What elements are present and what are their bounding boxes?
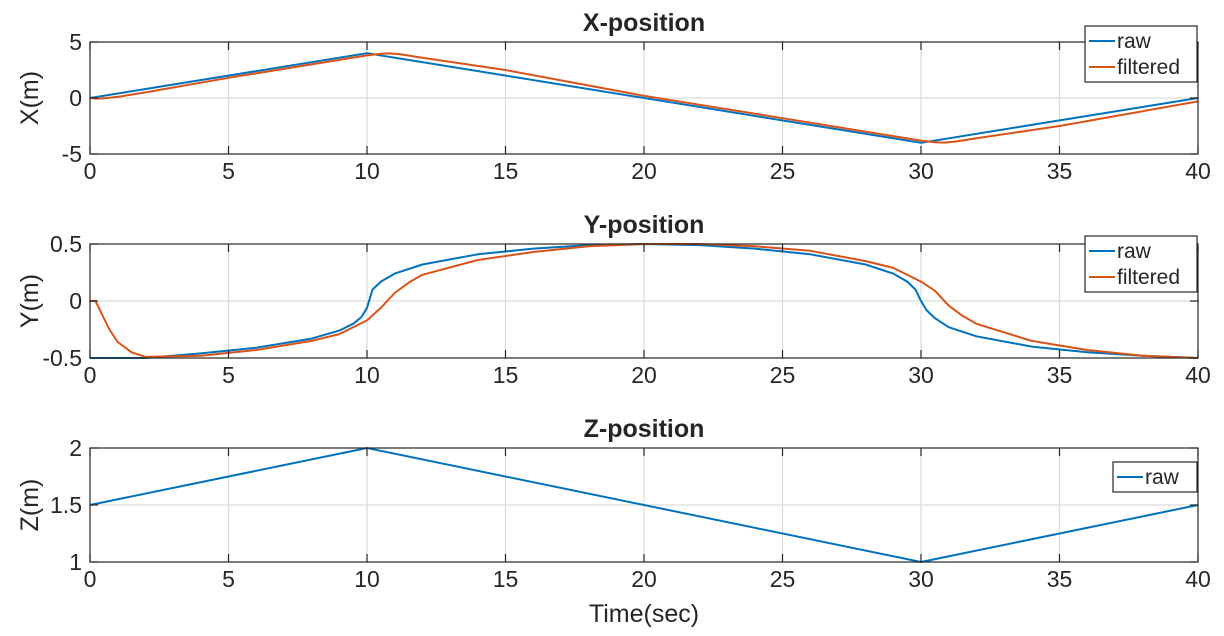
chart-title: X-position <box>583 9 705 37</box>
x-tick-label: 0 <box>84 362 97 388</box>
subplot-1: 0 5 10 15 20 25 30 35 40-505X-positionX(m)rawfil… <box>16 9 1211 184</box>
x-tick-label: 15 <box>493 362 519 388</box>
y-tick-label: -0.5 <box>42 345 82 371</box>
y-axis-label: Y(m) <box>16 274 44 328</box>
y-tick-label: 1.5 <box>50 492 82 518</box>
legend-label-filtered: filtered <box>1117 56 1180 79</box>
x-tick-label: 5 <box>222 158 235 184</box>
y-tick-label: 0 <box>69 288 82 314</box>
subplot-3: 0 5 10 15 20 25 30 35 40 1 1.5 2 Z-position Z(m) Time(… <box>16 415 1211 628</box>
x-tick-label: 30 <box>908 566 934 592</box>
y-tick-label: 5 <box>69 29 82 55</box>
x-tick-label: 5 <box>222 566 235 592</box>
chart-title: Z-position <box>584 415 705 443</box>
x-axis-label: Time(sec) <box>589 600 699 628</box>
legend-box <box>1084 25 1198 83</box>
x-tick-label: 30 <box>908 362 934 388</box>
x-tick-label: 20 <box>631 158 657 184</box>
x-tick-label: 25 <box>770 566 796 592</box>
x-tick-label: 0 <box>84 566 97 592</box>
x-tick-label: 5 <box>222 362 235 388</box>
y-axis-label: X(m) <box>16 71 44 125</box>
x-tick-label: 25 <box>770 158 796 184</box>
legend-label-raw: raw <box>1117 30 1152 53</box>
y-tick-label: -5 <box>62 141 82 167</box>
legend-label-raw: raw <box>1145 466 1180 489</box>
legend-label-raw: raw <box>1117 240 1152 263</box>
y-axis-label: Z(m) <box>16 479 44 532</box>
x-tick-label: 35 <box>1047 158 1073 184</box>
y-tick-label: 1 <box>69 549 82 575</box>
series-line-filtered <box>89 52 1199 144</box>
x-tick-label: 35 <box>1047 362 1073 388</box>
x-tick-label: 15 <box>493 158 519 184</box>
legend: raw filtered <box>1084 25 1198 83</box>
x-tick-label: 15 <box>493 566 519 592</box>
chart-title: Y-position <box>584 211 705 239</box>
legend-label-filtered: filtered <box>1117 266 1180 289</box>
x-tick-label: 25 <box>770 362 796 388</box>
x-tick-label: 40 <box>1185 362 1211 388</box>
y-tick-label: 0 <box>69 85 82 111</box>
subplot-2: 0 5 10 15 20 25 30 35 40-0.500.5Y-positionY(m)ra… <box>16 211 1211 388</box>
x-tick-label: 20 <box>631 566 657 592</box>
y-tick-label: 2 <box>69 435 82 461</box>
x-tick-label: 0 <box>84 158 97 184</box>
x-tick-label: 10 <box>354 362 380 388</box>
series-line-filtered <box>90 243 1199 359</box>
x-tick-label: 10 <box>354 158 380 184</box>
legend-box <box>1084 235 1198 293</box>
series-line-raw <box>89 447 1199 563</box>
legend: raw <box>1112 461 1198 493</box>
x-tick-label: 35 <box>1047 566 1073 592</box>
x-tick-label: 40 <box>1185 158 1211 184</box>
y-tick-label: 0.5 <box>50 231 82 257</box>
x-tick-label: 30 <box>908 158 934 184</box>
x-tick-label: 40 <box>1185 566 1211 592</box>
legend: raw filtered <box>1084 235 1198 293</box>
x-tick-label: 20 <box>631 362 657 388</box>
series-line-raw <box>89 52 1199 144</box>
x-tick-label: 10 <box>354 566 380 592</box>
